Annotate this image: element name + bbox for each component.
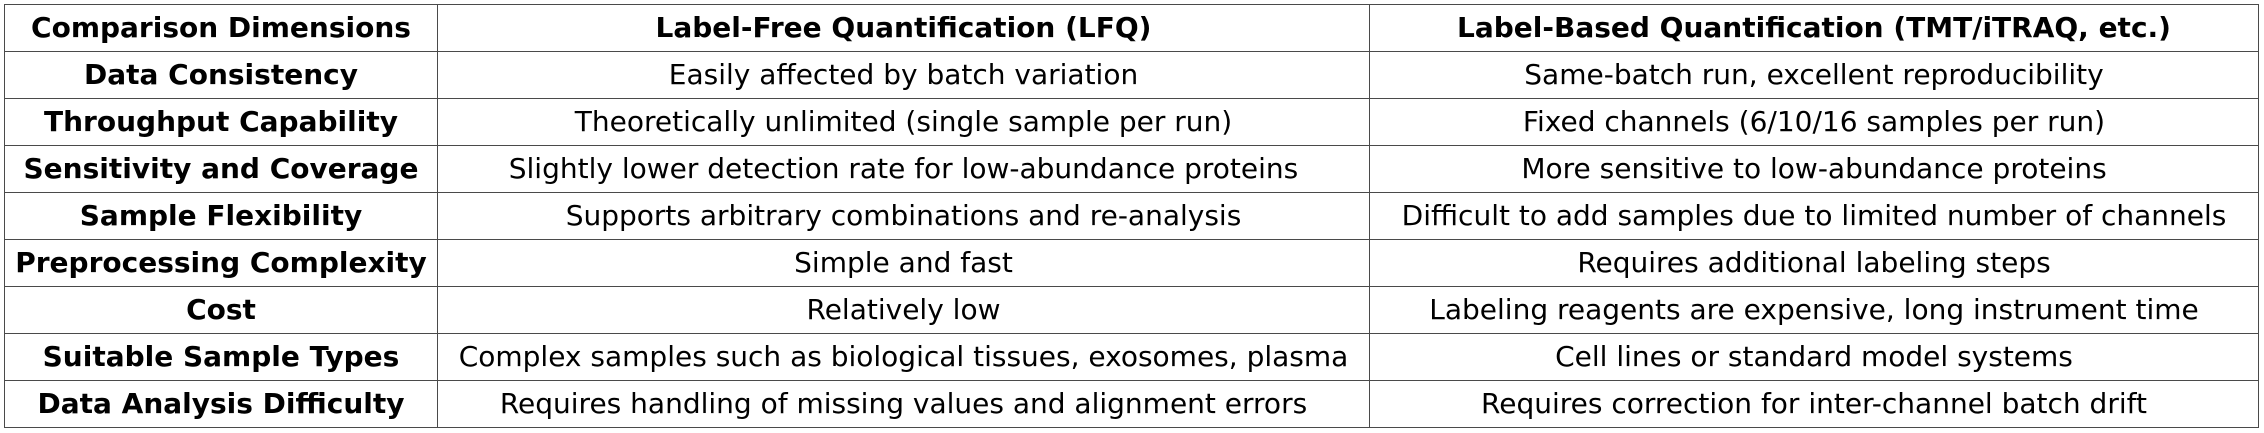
comparison-table-container: Comparison Dimensions Label-Free Quantif… xyxy=(4,4,2259,428)
lfq-cell: Requires handling of missing values and … xyxy=(437,380,1370,428)
dimension-cell: Throughput Capability xyxy=(4,98,438,146)
lfq-cell: Theoretically unlimited (single sample p… xyxy=(437,98,1370,146)
label-based-cell: Same-batch run, excellent reproducibilit… xyxy=(1369,51,2259,99)
dimension-cell: Suitable Sample Types xyxy=(4,333,438,381)
lfq-cell: Simple and fast xyxy=(437,239,1370,287)
header-comparison-dimensions: Comparison Dimensions xyxy=(4,4,438,52)
dimension-cell: Sample Flexibility xyxy=(4,192,438,240)
lfq-cell: Supports arbitrary combinations and re-a… xyxy=(437,192,1370,240)
table-row: Throughput Capability Theoretically unli… xyxy=(4,98,2259,146)
dimension-cell: Preprocessing Complexity xyxy=(4,239,438,287)
lfq-cell: Slightly lower detection rate for low-ab… xyxy=(437,145,1370,193)
header-label-free: Label-Free Quantification (LFQ) xyxy=(437,4,1370,52)
lfq-cell: Complex samples such as biological tissu… xyxy=(437,333,1370,381)
lfq-cell: Relatively low xyxy=(437,286,1370,334)
dimension-cell: Cost xyxy=(4,286,438,334)
table-row: Suitable Sample Types Complex samples su… xyxy=(4,333,2259,381)
table-row: Preprocessing Complexity Simple and fast… xyxy=(4,239,2259,287)
table-row: Data Consistency Easily affected by batc… xyxy=(4,51,2259,99)
table-row: Sensitivity and Coverage Slightly lower … xyxy=(4,145,2259,193)
label-based-cell: Labeling reagents are expensive, long in… xyxy=(1369,286,2259,334)
table-row: Cost Relatively low Labeling reagents ar… xyxy=(4,286,2259,334)
label-based-cell: Requires additional labeling steps xyxy=(1369,239,2259,287)
label-based-cell: Difficult to add samples due to limited … xyxy=(1369,192,2259,240)
table-row: Sample Flexibility Supports arbitrary co… xyxy=(4,192,2259,240)
comparison-table: Comparison Dimensions Label-Free Quantif… xyxy=(4,4,2259,428)
header-row: Comparison Dimensions Label-Free Quantif… xyxy=(4,4,2259,52)
label-based-cell: Cell lines or standard model systems xyxy=(1369,333,2259,381)
dimension-cell: Sensitivity and Coverage xyxy=(4,145,438,193)
label-based-cell: More sensitive to low-abundance proteins xyxy=(1369,145,2259,193)
lfq-cell: Easily affected by batch variation xyxy=(437,51,1370,99)
header-label-based: Label-Based Quantification (TMT/iTRAQ, e… xyxy=(1369,4,2259,52)
dimension-cell: Data Consistency xyxy=(4,51,438,99)
table-row: Data Analysis Difficulty Requires handli… xyxy=(4,380,2259,428)
label-based-cell: Fixed channels (6/10/16 samples per run) xyxy=(1369,98,2259,146)
dimension-cell: Data Analysis Difficulty xyxy=(4,380,438,428)
label-based-cell: Requires correction for inter-channel ba… xyxy=(1369,380,2259,428)
